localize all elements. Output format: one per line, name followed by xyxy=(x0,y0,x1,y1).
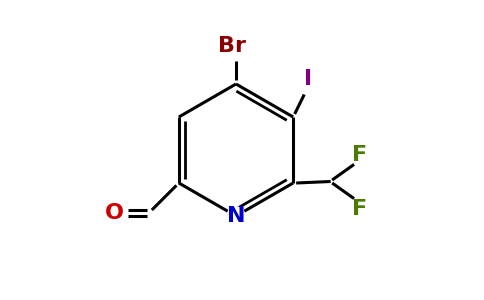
Text: O: O xyxy=(105,203,124,223)
Text: I: I xyxy=(304,69,312,88)
Text: Br: Br xyxy=(217,36,245,56)
Text: N: N xyxy=(227,206,245,226)
Circle shape xyxy=(227,207,245,225)
Text: F: F xyxy=(351,145,367,164)
Text: F: F xyxy=(351,199,367,218)
